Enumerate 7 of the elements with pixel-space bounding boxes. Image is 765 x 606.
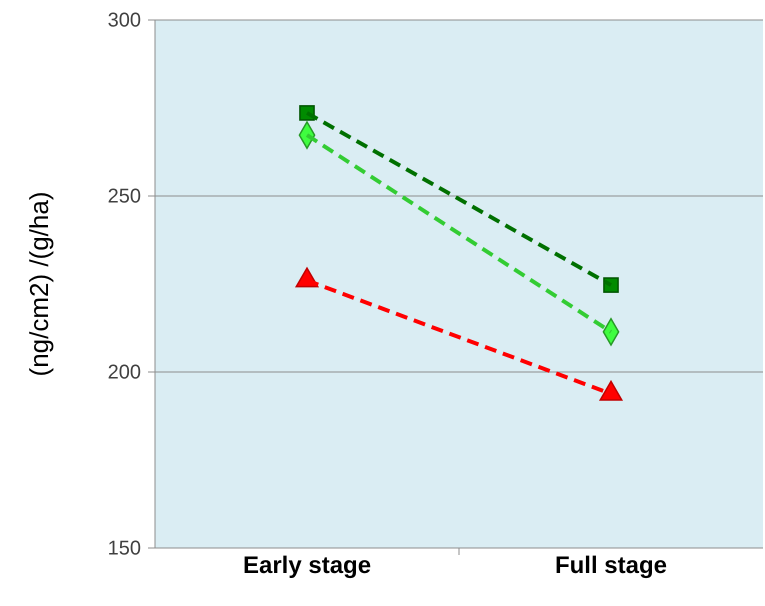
y-tick-label: 250 xyxy=(108,185,141,208)
y-axis-title: (ng/cm2) /(g/ha) xyxy=(24,192,54,376)
x-tick-label: Early stage xyxy=(242,552,372,579)
y-tick-label: 300 xyxy=(108,9,141,32)
x-tick-label: Full stage xyxy=(554,552,668,579)
y-tick-label: 150 xyxy=(108,537,141,560)
y-tick-label: 200 xyxy=(108,361,141,384)
